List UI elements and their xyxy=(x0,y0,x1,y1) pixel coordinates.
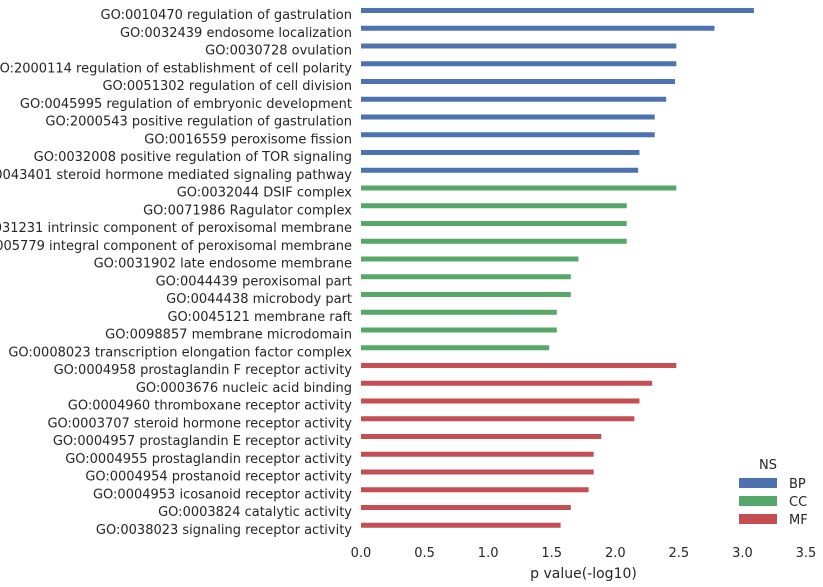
category-label: GO:0032044 DSIF complex xyxy=(177,186,353,201)
x-tick-label: 3.0 xyxy=(732,546,753,561)
bar-mf-3 xyxy=(361,416,635,422)
x-tick-label: 1.5 xyxy=(541,546,562,561)
bar-bp-2 xyxy=(361,43,677,49)
category-label: GO:0031231 intrinsic component of peroxi… xyxy=(0,221,352,236)
x-tick-label: 0.0 xyxy=(351,546,372,561)
bar-mf-7 xyxy=(361,487,589,493)
bar-cc-4 xyxy=(361,256,579,262)
category-labels: GO:0010470 regulation of gastrulation GO:… xyxy=(0,8,352,538)
category-label: GO:0032008 positive regulation of TOR si… xyxy=(34,150,352,165)
x-tick-label: 2.0 xyxy=(605,546,626,561)
legend-title: NS xyxy=(759,458,777,473)
category-label: GO:0044438 microbody part xyxy=(166,292,352,307)
category-label: GO:0031902 late endosome membrane xyxy=(94,257,352,272)
bars-group xyxy=(361,8,754,528)
bar-cc-3 xyxy=(361,238,627,244)
category-label: GO:0051302 regulation of cell division xyxy=(102,79,352,94)
category-label: GO:0004954 prostanoid receptor activity xyxy=(85,470,352,485)
bar-cc-8 xyxy=(361,327,557,333)
bar-mf-9 xyxy=(361,522,561,528)
legend-swatch-cc xyxy=(739,496,777,506)
category-label: GO:0016559 peroxisome fission xyxy=(144,132,352,147)
category-label: GO:0032439 endosome localization xyxy=(120,26,352,41)
x-tick-label: 3.5 xyxy=(796,546,817,561)
legend-label-mf: MF xyxy=(789,513,808,528)
category-label: GO:0004955 prostaglandin receptor activi… xyxy=(65,452,352,467)
category-label: GO:0005779 integral component of peroxis… xyxy=(0,239,352,254)
category-label: GO:0038023 signaling receptor activity xyxy=(96,523,352,538)
bar-mf-0 xyxy=(361,363,677,368)
category-label: GO:0044439 peroxisomal part xyxy=(156,274,352,289)
category-label: GO:0004953 icosanoid receptor activity xyxy=(93,487,352,502)
bar-mf-4 xyxy=(361,434,602,439)
bar-mf-6 xyxy=(361,469,594,475)
category-label: GO:0004957 prostaglandin E receptor acti… xyxy=(53,434,352,449)
bar-cc-5 xyxy=(361,274,571,280)
category-label: GO:0004958 prostaglandin F receptor acti… xyxy=(54,363,353,378)
bar-cc-9 xyxy=(361,345,550,351)
category-label: GO:0003824 catalytic activity xyxy=(158,505,352,520)
x-tick-label: 0.5 xyxy=(414,546,435,561)
category-label: GO:0030728 ovulation xyxy=(205,44,352,59)
legend-swatch-mf xyxy=(739,514,777,524)
bar-bp-1 xyxy=(361,25,715,31)
category-label: GO:2000543 positive regulation of gastru… xyxy=(45,115,352,130)
category-label: GO:0004960 thromboxane receptor activity xyxy=(68,399,353,414)
x-tick-label: 2.5 xyxy=(669,546,690,561)
bar-cc-7 xyxy=(361,309,557,315)
legend-label-cc: CC xyxy=(789,495,807,510)
bar-cc-1 xyxy=(361,203,627,209)
category-label: GO:2000114 regulation of establishment o… xyxy=(0,61,352,76)
bar-bp-8 xyxy=(361,150,640,155)
bar-mf-2 xyxy=(361,398,640,404)
legend: NS BP CC MF xyxy=(739,458,808,528)
bar-cc-2 xyxy=(361,221,627,226)
bar-mf-5 xyxy=(361,451,594,457)
category-label: GO:0098857 membrane microdomain xyxy=(105,328,352,343)
bar-bp-3 xyxy=(361,61,677,67)
legend-swatch-bp xyxy=(739,478,777,488)
category-label: GO:0045121 membrane raft xyxy=(167,310,352,325)
category-label: GO:0003707 steroid hormone receptor acti… xyxy=(47,416,352,431)
bar-bp-0 xyxy=(361,8,754,13)
bar-mf-1 xyxy=(361,380,653,386)
category-label: GO:0008023 transcription elongation fact… xyxy=(8,345,352,360)
category-label: GO:0071986 Ragulator complex xyxy=(143,203,352,218)
bar-bp-6 xyxy=(361,114,655,120)
bar-bp-4 xyxy=(361,79,676,84)
category-label: GO:0010470 regulation of gastrulation xyxy=(101,8,352,23)
x-axis-ticks: 0.0 0.5 1.0 1.5 2.0 2.5 3.0 3.5 xyxy=(351,546,817,561)
bar-bp-7 xyxy=(361,132,655,138)
x-tick-label: 1.0 xyxy=(478,546,499,561)
x-axis-title: p value(-log10) xyxy=(530,566,637,582)
bar-cc-0 xyxy=(361,185,677,191)
bar-mf-8 xyxy=(361,505,571,510)
bar-bp-5 xyxy=(361,96,667,102)
bar-bp-9 xyxy=(361,167,639,173)
category-label: GO:0043401 steroid hormone mediated sign… xyxy=(0,168,352,183)
legend-label-bp: BP xyxy=(789,477,806,492)
bar-cc-6 xyxy=(361,292,571,297)
category-label: GO:0003676 nucleic acid binding xyxy=(136,381,352,396)
category-label: GO:0045995 regulation of embryonic devel… xyxy=(20,97,352,112)
